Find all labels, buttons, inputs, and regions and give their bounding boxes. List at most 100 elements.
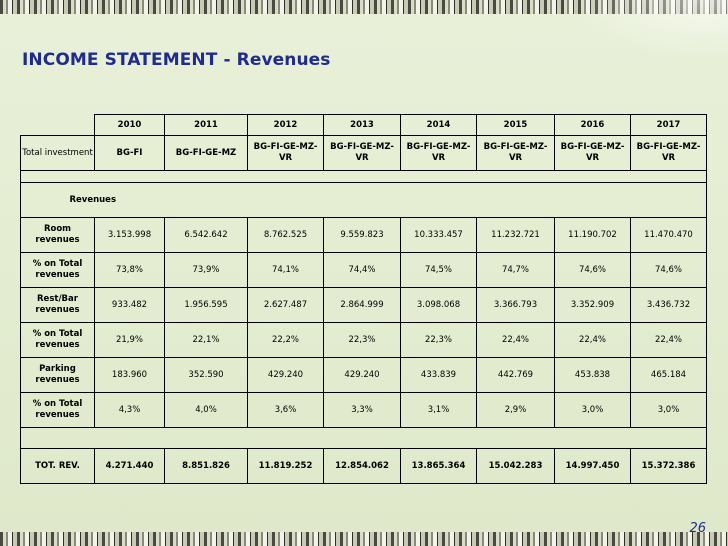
value-cell: 3,6% xyxy=(247,392,324,428)
year-cell: 2011 xyxy=(164,114,248,136)
spacer-row xyxy=(20,427,707,449)
revenues-table: 2010 2011 2012 2013 2014 2015 2016 2017 … xyxy=(20,114,707,484)
total-cell: 11.819.252 xyxy=(247,448,324,484)
decorative-barcode-strip-top xyxy=(0,0,728,14)
value-cell: 22,3% xyxy=(323,322,401,358)
value-cell: 3.366.793 xyxy=(476,287,555,323)
value-cell: 4,3% xyxy=(94,392,165,428)
value-cell: 11.190.702 xyxy=(554,217,631,253)
row-label: % on Total revenues xyxy=(20,392,95,428)
value-cell: 73,8% xyxy=(94,252,165,288)
year-cell: 2015 xyxy=(476,114,555,136)
total-cell: 4.271.440 xyxy=(94,448,165,484)
value-cell: 933.482 xyxy=(94,287,165,323)
corner-cell xyxy=(21,115,95,136)
investment-cell: BG-FI-GE-MZ-VR xyxy=(630,135,707,171)
value-cell: 9.559.823 xyxy=(323,217,401,253)
total-cell: 14.997.450 xyxy=(554,448,631,484)
table-row: Parking revenues 183.960 352.590 429.240… xyxy=(20,357,707,393)
value-cell: 74,6% xyxy=(630,252,707,288)
investment-cell: BG-FI xyxy=(94,135,165,171)
value-cell: 6.542.642 xyxy=(164,217,248,253)
total-cell: 12.854.062 xyxy=(323,448,401,484)
table-row: Rest/Bar revenues 933.482 1.956.595 2.62… xyxy=(20,287,707,323)
year-cell: 2016 xyxy=(554,114,631,136)
value-cell: 74,1% xyxy=(247,252,324,288)
value-cell: 3.436.732 xyxy=(630,287,707,323)
value-cell: 3.153.998 xyxy=(94,217,165,253)
investment-cell: BG-FI-GE-MZ xyxy=(164,135,248,171)
section-fill xyxy=(164,182,707,218)
value-cell: 453.838 xyxy=(554,357,631,393)
value-cell: 3,1% xyxy=(400,392,477,428)
total-cell: 13.865.364 xyxy=(400,448,477,484)
page-number: 26 xyxy=(689,521,706,536)
investment-label: Total investment xyxy=(20,135,95,171)
year-cell: 2010 xyxy=(94,114,165,136)
value-cell: 22,4% xyxy=(476,322,555,358)
value-cell: 22,4% xyxy=(554,322,631,358)
decorative-barcode-strip-bottom xyxy=(0,532,728,546)
spacer-cell xyxy=(20,427,707,449)
decorative-highlight xyxy=(568,0,728,60)
year-cell: 2012 xyxy=(247,114,324,136)
investment-cell: BG-FI-GE-MZ-VR xyxy=(247,135,324,171)
total-row: TOT. REV. 4.271.440 8.851.826 11.819.252… xyxy=(20,448,707,484)
value-cell: 21,9% xyxy=(94,322,165,358)
investment-row: Total investment BG-FI BG-FI-GE-MZ BG-FI… xyxy=(20,135,707,171)
table-row: % on Total revenues 4,3% 4,0% 3,6% 3,3% … xyxy=(20,392,707,428)
section-label: Revenues xyxy=(20,182,165,218)
investment-cell: BG-FI-GE-MZ-VR xyxy=(554,135,631,171)
year-header-row: 2010 2011 2012 2013 2014 2015 2016 2017 xyxy=(21,114,707,136)
page-title: INCOME STATEMENT - Revenues xyxy=(22,50,331,70)
spacer-cell xyxy=(20,170,707,183)
row-label: Rest/Bar revenues xyxy=(20,287,95,323)
value-cell: 73,9% xyxy=(164,252,248,288)
value-cell: 352.590 xyxy=(164,357,248,393)
value-cell: 465.184 xyxy=(630,357,707,393)
year-cell: 2014 xyxy=(400,114,477,136)
year-cell: 2017 xyxy=(630,114,707,136)
spacer-row xyxy=(20,170,707,183)
row-label: Room revenues xyxy=(20,217,95,253)
total-cell: 8.851.826 xyxy=(164,448,248,484)
value-cell: 433.839 xyxy=(400,357,477,393)
section-header-row: Revenues xyxy=(20,182,707,218)
value-cell: 4,0% xyxy=(164,392,248,428)
value-cell: 183.960 xyxy=(94,357,165,393)
value-cell: 10.333.457 xyxy=(400,217,477,253)
value-cell: 2.627.487 xyxy=(247,287,324,323)
value-cell: 2.864.999 xyxy=(323,287,401,323)
value-cell: 3,0% xyxy=(554,392,631,428)
row-label: % on Total revenues xyxy=(20,322,95,358)
investment-cell: BG-FI-GE-MZ-VR xyxy=(476,135,555,171)
row-label: % on Total revenues xyxy=(20,252,95,288)
value-cell: 74,5% xyxy=(400,252,477,288)
value-cell: 3.352.909 xyxy=(554,287,631,323)
value-cell: 429.240 xyxy=(247,357,324,393)
value-cell: 8.762.525 xyxy=(247,217,324,253)
value-cell: 22,4% xyxy=(630,322,707,358)
value-cell: 429.240 xyxy=(323,357,401,393)
total-cell: 15.372.386 xyxy=(630,448,707,484)
table-row: % on Total revenues 21,9% 22,1% 22,2% 22… xyxy=(20,322,707,358)
value-cell: 22,2% xyxy=(247,322,324,358)
total-cell: 15.042.283 xyxy=(476,448,555,484)
value-cell: 22,1% xyxy=(164,322,248,358)
value-cell: 3,0% xyxy=(630,392,707,428)
value-cell: 2,9% xyxy=(476,392,555,428)
investment-cell: BG-FI-GE-MZ-VR xyxy=(400,135,477,171)
table-row: % on Total revenues 73,8% 73,9% 74,1% 74… xyxy=(20,252,707,288)
value-cell: 3,3% xyxy=(323,392,401,428)
value-cell: 22,3% xyxy=(400,322,477,358)
value-cell: 11.232.721 xyxy=(476,217,555,253)
value-cell: 74,4% xyxy=(323,252,401,288)
value-cell: 11.470.470 xyxy=(630,217,707,253)
year-cell: 2013 xyxy=(323,114,401,136)
row-label: Parking revenues xyxy=(20,357,95,393)
value-cell: 3.098.068 xyxy=(400,287,477,323)
value-cell: 442.769 xyxy=(476,357,555,393)
value-cell: 74,6% xyxy=(554,252,631,288)
investment-cell: BG-FI-GE-MZ-VR xyxy=(323,135,401,171)
value-cell: 1.956.595 xyxy=(164,287,248,323)
